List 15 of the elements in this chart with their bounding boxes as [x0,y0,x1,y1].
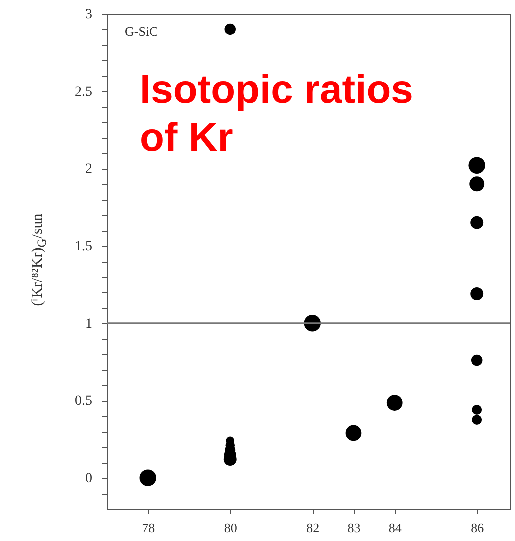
x-tick-label: 86 [471,520,485,536]
x-tick-label: 78 [142,520,156,536]
y-tick-label: 0 [86,472,92,487]
y-tick-label: 1 [86,316,92,332]
x-tick-label: 80 [224,520,238,536]
y-tick-label: 0.5 [75,394,92,410]
y-tick-label: 2.5 [75,84,92,100]
y-tick-label: 1.5 [75,240,92,255]
y-tick-label: 2 [86,162,92,178]
annotation: G-SiC [125,24,158,40]
x-tick-label: 83 [348,520,361,536]
text: Isotopic ratios of Kr [140,67,414,162]
x-tick-label: 82 [306,520,320,536]
x-tick-label: 84 [388,520,402,536]
y-tick-label: 3 [86,8,92,22]
